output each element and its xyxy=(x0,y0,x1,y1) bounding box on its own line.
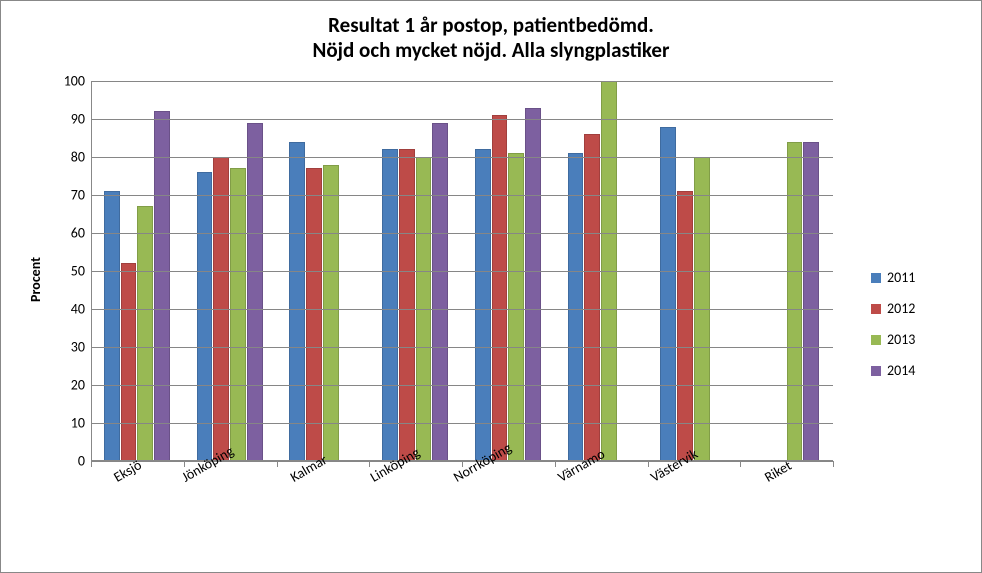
gridline xyxy=(91,271,833,272)
legend-label: 2012 xyxy=(887,300,915,317)
y-tick-label: 60 xyxy=(51,225,85,242)
x-tick-mark xyxy=(184,461,185,467)
bar xyxy=(104,191,120,461)
bar xyxy=(399,149,415,461)
y-axis-title: Procent xyxy=(27,257,44,302)
legend: 2011 2012 2013 2014 xyxy=(871,269,915,393)
bar xyxy=(677,191,693,461)
legend-item: 2012 xyxy=(871,300,915,317)
y-tick-label: 100 xyxy=(51,73,85,90)
y-tick-label: 20 xyxy=(51,377,85,394)
x-tick-mark xyxy=(91,461,92,467)
chart-container: Resultat 1 år postop, patientbedömd. Nöj… xyxy=(0,0,982,573)
y-tick-label: 40 xyxy=(51,301,85,318)
title-line-2: Nöjd och mycket nöjd. Alla slyngplastike… xyxy=(1,38,981,63)
bar xyxy=(568,153,584,461)
legend-item: 2013 xyxy=(871,331,915,348)
bar xyxy=(584,134,600,461)
bar xyxy=(306,168,322,461)
y-tick-label: 70 xyxy=(51,187,85,204)
x-tick-mark xyxy=(369,461,370,467)
bar xyxy=(508,153,524,461)
gridline xyxy=(91,347,833,348)
legend-label: 2011 xyxy=(887,269,915,286)
y-tick-label: 10 xyxy=(51,415,85,432)
bar xyxy=(323,165,339,461)
legend-label: 2013 xyxy=(887,331,915,348)
y-tick-label: 90 xyxy=(51,111,85,128)
gridline xyxy=(91,423,833,424)
gridline xyxy=(91,157,833,158)
bar xyxy=(247,123,263,461)
gridline xyxy=(91,385,833,386)
chart-title: Resultat 1 år postop, patientbedömd. Nöj… xyxy=(1,1,981,63)
x-tick-mark xyxy=(740,461,741,467)
legend-swatch xyxy=(871,366,881,376)
bar xyxy=(230,168,246,461)
legend-item: 2011 xyxy=(871,269,915,286)
legend-swatch xyxy=(871,304,881,314)
bar xyxy=(525,108,541,461)
legend-swatch xyxy=(871,273,881,283)
x-tick-mark xyxy=(277,461,278,467)
legend-label: 2014 xyxy=(887,362,915,379)
gridline xyxy=(91,233,833,234)
bar xyxy=(803,142,819,461)
bar xyxy=(382,149,398,461)
bar xyxy=(660,127,676,461)
bar xyxy=(154,111,170,461)
y-tick-label: 50 xyxy=(51,263,85,280)
legend-swatch xyxy=(871,335,881,345)
title-line-1: Resultat 1 år postop, patientbedömd. xyxy=(1,13,981,38)
bar xyxy=(432,123,448,461)
plot-area xyxy=(91,81,833,461)
bar xyxy=(787,142,803,461)
y-tick-label: 80 xyxy=(51,149,85,166)
y-tick-label: 30 xyxy=(51,339,85,356)
gridline xyxy=(91,195,833,196)
bar xyxy=(121,263,137,461)
x-tick-mark xyxy=(555,461,556,467)
bar xyxy=(475,149,491,461)
gridline xyxy=(91,119,833,120)
x-tick-mark xyxy=(833,461,834,467)
bar xyxy=(197,172,213,461)
x-tick-mark xyxy=(648,461,649,467)
bar xyxy=(289,142,305,461)
gridline xyxy=(91,309,833,310)
y-tick-label: 0 xyxy=(51,453,85,470)
gridline xyxy=(91,81,833,82)
legend-item: 2014 xyxy=(871,362,915,379)
bar xyxy=(492,115,508,461)
x-tick-mark xyxy=(462,461,463,467)
